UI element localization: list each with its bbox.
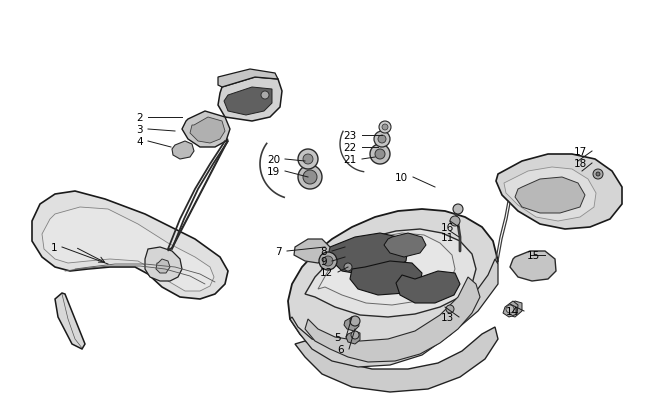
Text: 11: 11: [441, 232, 454, 243]
Text: 17: 17: [574, 147, 587, 157]
Text: 16: 16: [441, 222, 454, 232]
Polygon shape: [508, 301, 522, 317]
Text: 7: 7: [276, 246, 282, 256]
Polygon shape: [318, 233, 455, 305]
Polygon shape: [496, 155, 622, 230]
Text: 8: 8: [320, 246, 327, 256]
Text: 14: 14: [506, 306, 519, 316]
Circle shape: [323, 256, 333, 266]
Text: 23: 23: [344, 131, 357, 141]
Circle shape: [350, 316, 360, 326]
Text: 19: 19: [266, 166, 280, 177]
Circle shape: [506, 305, 514, 313]
Polygon shape: [515, 177, 585, 213]
Text: 13: 13: [441, 312, 454, 322]
Circle shape: [446, 305, 454, 313]
Polygon shape: [156, 259, 170, 273]
Polygon shape: [168, 140, 228, 252]
Circle shape: [379, 122, 391, 134]
Polygon shape: [288, 209, 498, 359]
Text: 1: 1: [51, 243, 57, 252]
Circle shape: [261, 92, 269, 100]
Circle shape: [319, 252, 337, 270]
Circle shape: [298, 166, 322, 190]
Circle shape: [303, 155, 313, 164]
Polygon shape: [290, 259, 498, 367]
Polygon shape: [396, 271, 460, 303]
Polygon shape: [384, 233, 426, 257]
Circle shape: [298, 149, 318, 170]
Text: 2: 2: [136, 113, 143, 123]
Text: 5: 5: [334, 332, 341, 342]
Circle shape: [344, 263, 352, 271]
Circle shape: [351, 331, 359, 339]
Polygon shape: [172, 142, 194, 160]
Circle shape: [303, 171, 317, 185]
Circle shape: [374, 132, 390, 148]
Polygon shape: [510, 252, 556, 281]
Polygon shape: [32, 192, 228, 299]
Circle shape: [453, 205, 463, 215]
Circle shape: [375, 149, 385, 160]
Circle shape: [370, 145, 390, 164]
Circle shape: [596, 173, 600, 177]
Polygon shape: [346, 331, 360, 344]
Text: 21: 21: [344, 155, 357, 164]
Polygon shape: [145, 247, 182, 281]
Polygon shape: [190, 118, 225, 144]
Polygon shape: [224, 88, 272, 116]
Text: 6: 6: [337, 344, 344, 354]
Circle shape: [378, 136, 386, 144]
Circle shape: [382, 125, 388, 131]
Text: 15: 15: [526, 250, 540, 260]
Polygon shape: [218, 78, 282, 122]
Polygon shape: [350, 261, 422, 295]
Text: 4: 4: [136, 136, 143, 147]
Circle shape: [593, 170, 603, 179]
Text: 3: 3: [136, 125, 143, 135]
Polygon shape: [294, 239, 330, 263]
Polygon shape: [182, 112, 230, 148]
Polygon shape: [218, 70, 278, 88]
Text: 18: 18: [574, 159, 587, 168]
Polygon shape: [305, 277, 480, 362]
Text: 12: 12: [320, 267, 333, 277]
Polygon shape: [305, 230, 476, 317]
Text: 22: 22: [344, 143, 357, 153]
Polygon shape: [42, 207, 214, 291]
Circle shape: [450, 216, 460, 226]
Polygon shape: [503, 301, 518, 317]
Polygon shape: [328, 233, 408, 275]
Text: 10: 10: [395, 173, 408, 183]
Polygon shape: [344, 317, 359, 331]
Polygon shape: [504, 168, 596, 222]
Text: 9: 9: [320, 256, 327, 266]
Polygon shape: [295, 327, 498, 392]
Polygon shape: [55, 293, 85, 349]
Text: 20: 20: [267, 155, 280, 164]
